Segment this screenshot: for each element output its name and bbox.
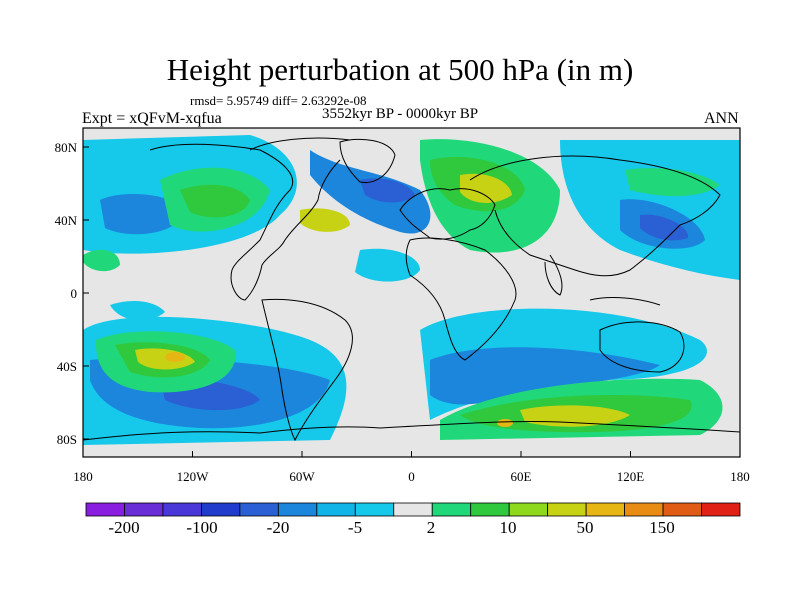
lon-label: 60W [289, 469, 315, 484]
colorbar-labels: -200 -100 -20 -5 2 10 50 150 [108, 518, 674, 537]
lon-label: 120W [177, 469, 210, 484]
colorbar-swatch [547, 502, 587, 517]
colorbar-label: -200 [108, 518, 139, 537]
colorbar-label: -20 [267, 518, 290, 537]
anomaly-peak [165, 352, 513, 427]
colorbar-swatch [393, 502, 433, 517]
lon-label: 120E [617, 469, 645, 484]
colorbar-swatch [239, 502, 279, 517]
colorbar-label: -100 [186, 518, 217, 537]
stats-subtitle: rmsd= 5.95749 diff= 2.63292e-08 [190, 93, 367, 108]
colorbar [85, 502, 741, 517]
experiment-label: Expt = xQFvM-xqfua [82, 110, 222, 127]
lon-label: 0 [408, 469, 415, 484]
lat-label: 80S [57, 432, 77, 447]
colorbar-label: 50 [577, 518, 594, 537]
lon-label: 60E [511, 469, 532, 484]
colorbar-swatch [162, 502, 202, 517]
lon-label: 180 [73, 469, 93, 484]
colorbar-swatch [585, 502, 625, 517]
lon-ticks [82, 451, 741, 457]
colorbar-label: -5 [348, 518, 362, 537]
period-subtitle: 3552kyr BP - 0000kyr BP [322, 106, 479, 122]
lat-ticks [83, 146, 89, 440]
colorbar-swatch [624, 502, 664, 517]
colorbar-swatch [277, 502, 318, 517]
colorbar-swatch [431, 502, 472, 517]
colorbar-swatch [701, 502, 741, 517]
colorbar-swatch [124, 502, 164, 517]
colorbar-swatch [662, 502, 702, 517]
lat-labels: 80N 40N 0 40S 80S [55, 140, 78, 447]
lat-label: 80N [55, 140, 78, 155]
lon-label: 180 [730, 469, 750, 484]
season-label: ANN [704, 110, 739, 127]
colorbar-label: 10 [500, 518, 517, 537]
colorbar-swatch [470, 502, 510, 517]
plot-title: Height perturbation at 500 hPa (in m) [166, 52, 634, 87]
coastlines [83, 137, 740, 442]
lat-label: 0 [71, 286, 78, 301]
colorbar-label: 2 [427, 518, 436, 537]
lon-labels: 180 120W 60W 0 60E 120E 180 [73, 469, 750, 484]
lat-label: 40S [57, 359, 77, 374]
colorbar-swatch [201, 502, 241, 517]
colorbar-swatch [85, 502, 125, 517]
colorbar-swatch [316, 502, 356, 517]
colorbar-swatch [354, 502, 395, 517]
lat-label: 40N [55, 213, 78, 228]
colorbar-label: 150 [649, 518, 675, 537]
map-panel [83, 128, 740, 457]
colorbar-swatch [508, 502, 549, 517]
